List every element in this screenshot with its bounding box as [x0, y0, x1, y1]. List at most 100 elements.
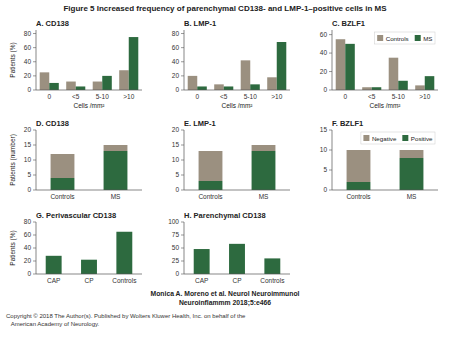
bar — [129, 37, 139, 90]
y-tick — [181, 274, 184, 275]
y-tick — [33, 248, 36, 249]
legend-item: MS — [415, 35, 433, 42]
x-tick-label: <5 — [72, 93, 80, 100]
y-tick — [181, 248, 184, 249]
bar — [372, 87, 382, 90]
y-tick — [329, 53, 332, 54]
y-tick-label: 100 — [168, 218, 179, 225]
y-tick-label: 20 — [172, 126, 180, 133]
y-tick-label: 50 — [172, 244, 180, 251]
y-tick-label: 15 — [24, 141, 32, 148]
legend-swatch — [377, 35, 383, 41]
bar-segment — [104, 151, 128, 190]
x-axis — [332, 190, 438, 191]
panel-title: E. LMP-1 — [184, 119, 216, 128]
legend: Controls MS — [375, 32, 435, 44]
panel: 05101520ControlsMSPatients (number)D. CD… — [9, 119, 142, 200]
legend-item: Positive — [402, 135, 433, 142]
y-tick — [181, 160, 184, 161]
y-tick-label: 20 — [24, 72, 32, 79]
y-tick — [329, 150, 332, 151]
bar — [241, 60, 251, 90]
y-tick — [33, 190, 36, 191]
bar — [119, 70, 129, 90]
legend-swatch — [402, 135, 408, 141]
y-tick-label: 80 — [24, 30, 32, 37]
y-tick — [33, 222, 36, 223]
bar-segment — [252, 145, 276, 151]
bar — [264, 258, 280, 274]
y-tick — [33, 61, 36, 62]
panel: 051015ControlsMSF. BZLF1NegativePositive — [320, 119, 438, 200]
bar-segment — [51, 154, 75, 178]
bar — [398, 81, 408, 90]
y-axis — [184, 30, 185, 90]
x-tick-label: CAP — [195, 277, 208, 284]
x-axis — [184, 190, 290, 191]
x-tick-label: 0 — [343, 93, 347, 100]
text-line: Neuroinflammm 2018;5:e466 — [179, 299, 271, 307]
bar — [425, 76, 435, 90]
legend-label: Negative — [372, 135, 397, 142]
x-tick-label: 5-10 — [244, 93, 257, 100]
legend-box — [375, 32, 435, 44]
y-tick-label: 75 — [172, 231, 180, 238]
y-tick — [181, 130, 184, 131]
y-tick — [181, 47, 184, 48]
x-axis-label: Cells /mm² — [221, 102, 253, 109]
bar — [214, 84, 224, 90]
y-tick-label: 60 — [320, 31, 328, 38]
x-tick-label: Controls — [198, 193, 223, 200]
bar — [116, 232, 132, 274]
y-tick — [33, 145, 36, 146]
y-tick — [33, 75, 36, 76]
bar-segment — [347, 182, 371, 190]
bar — [93, 82, 103, 90]
y-tick — [181, 75, 184, 76]
y-tick-label: 10 — [320, 146, 328, 153]
y-tick-label: 0 — [323, 86, 327, 93]
x-tick-label: 0 — [195, 93, 199, 100]
legend-label: MS — [423, 35, 432, 42]
x-axis — [184, 90, 290, 91]
y-tick — [181, 261, 184, 262]
y-tick — [33, 90, 36, 91]
bar-segment — [199, 181, 223, 190]
x-axis-label: Cells /mm² — [369, 102, 401, 109]
y-tick-label: 0 — [175, 270, 179, 277]
legend-item: Controls — [377, 35, 409, 42]
y-axis — [36, 130, 37, 190]
y-axis — [184, 130, 185, 190]
y-tick — [181, 235, 184, 236]
panel-title: B. LMP-1 — [184, 19, 216, 28]
x-tick-label: <5 — [220, 93, 228, 100]
y-tick — [181, 61, 184, 62]
y-tick-label: 20 — [24, 257, 32, 264]
y-tick-label: 80 — [172, 30, 180, 37]
bar — [40, 72, 50, 90]
x-tick-label: 5-10 — [392, 93, 405, 100]
y-tick — [181, 175, 184, 176]
bar — [389, 58, 399, 90]
y-tick — [33, 160, 36, 161]
y-tick-label: 0 — [175, 186, 179, 193]
annotation: Copyright © 2018 The Author(s). Publishe… — [6, 313, 246, 327]
bar — [250, 84, 260, 90]
bars — [46, 232, 133, 274]
bars — [199, 145, 276, 190]
y-tick-label: 40 — [172, 58, 180, 65]
bar — [66, 82, 76, 90]
y-tick — [181, 145, 184, 146]
bar — [229, 244, 245, 274]
x-tick-label: CP — [232, 277, 241, 284]
y-tick-label: 40 — [320, 49, 328, 56]
text-line: Copyright © 2018 The Author(s). Publishe… — [6, 313, 246, 319]
y-tick — [181, 190, 184, 191]
y-tick-label: 40 — [24, 58, 32, 65]
y-tick-label: 80 — [24, 218, 32, 225]
x-tick-label: Controls — [112, 277, 137, 284]
bar — [197, 86, 207, 90]
bar — [76, 86, 86, 90]
bar — [336, 39, 346, 90]
y-tick — [329, 71, 332, 72]
